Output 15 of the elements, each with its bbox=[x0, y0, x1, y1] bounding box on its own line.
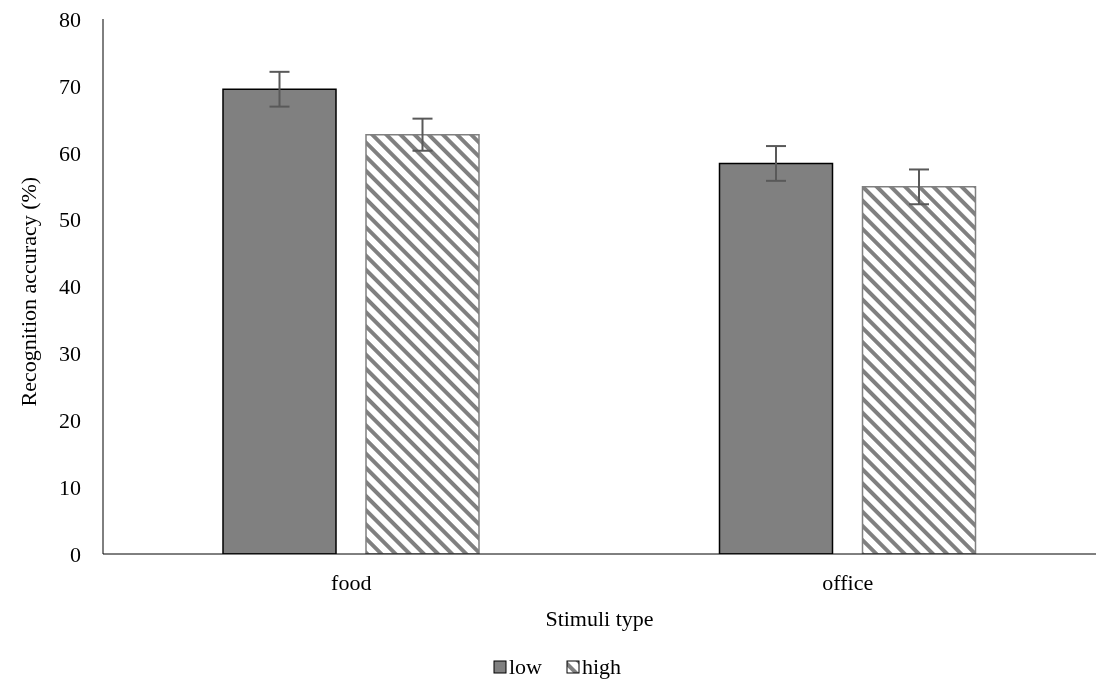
y-axis-title: Recognition accuracy (%) bbox=[15, 176, 41, 407]
y-tick-label: 0 bbox=[70, 541, 81, 567]
legend-label: low bbox=[507, 654, 542, 680]
y-tick-label: 50 bbox=[59, 207, 81, 233]
x-axis-title: Stimuli type bbox=[545, 606, 654, 631]
y-tick-label: 40 bbox=[59, 274, 81, 300]
y-tick-label: 10 bbox=[59, 474, 81, 500]
x-tick-label: office bbox=[822, 569, 874, 595]
x-tick-label: food bbox=[331, 569, 372, 595]
y-tick-label: 60 bbox=[59, 140, 81, 166]
legend-label: high bbox=[580, 654, 622, 680]
y-tick-label: 30 bbox=[59, 341, 81, 367]
y-tick-label: 70 bbox=[59, 73, 81, 99]
y-tick-label: 80 bbox=[59, 6, 81, 32]
y-tick-label: 20 bbox=[59, 408, 81, 434]
